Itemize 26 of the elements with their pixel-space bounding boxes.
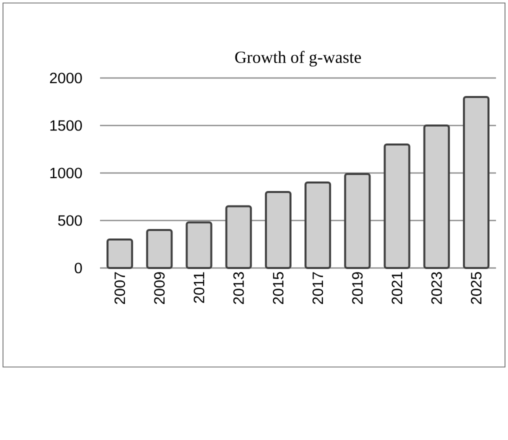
x-tick-label: 2019 [352, 272, 363, 304]
y-tick-label: 1500 [50, 120, 82, 131]
x-tick-label: 2025 [470, 272, 482, 304]
x-tick-label: 2021 [392, 272, 402, 304]
bar [186, 221, 212, 269]
y-tick-label: 0 [74, 262, 82, 274]
x-tick-label: 2015 [272, 272, 284, 304]
bar [462, 96, 490, 269]
y-tick-label: 2000 [50, 72, 82, 84]
bar [344, 172, 371, 269]
x-tick-label: 2007 [114, 272, 126, 304]
bar [146, 228, 173, 269]
x-tick-label: 2013 [233, 272, 244, 304]
bar [106, 238, 134, 269]
x-tick-label: 2017 [312, 272, 324, 304]
bar [225, 205, 252, 269]
bar [304, 181, 332, 269]
chart-title: Growth of g-waste [235, 50, 361, 66]
y-tick-label: 1000 [50, 168, 82, 178]
bar [264, 190, 292, 269]
y-tick-label: 500 [58, 215, 82, 226]
bar [423, 124, 450, 269]
x-tick-label: 2011 [194, 272, 204, 303]
bar [384, 143, 410, 269]
x-tick-label: 2009 [154, 272, 165, 304]
x-tick-label: 2023 [431, 272, 442, 304]
